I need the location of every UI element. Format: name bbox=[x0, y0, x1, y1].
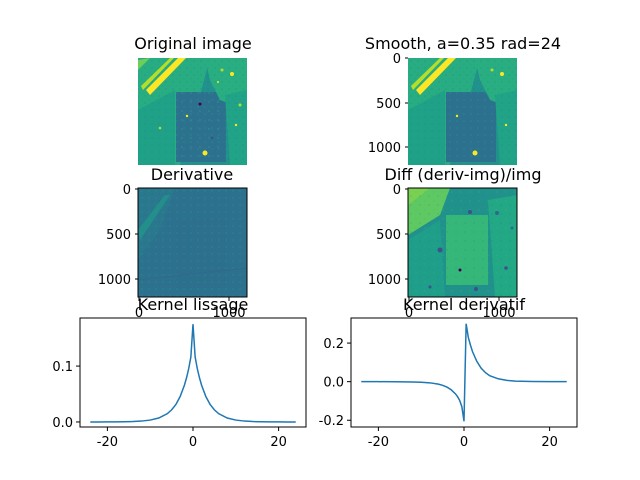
derivative-ytick-label: 500 bbox=[106, 228, 131, 243]
kernel-derivatif-xtick-label: 0 bbox=[460, 435, 468, 450]
kernel-derivatif-ytick-label: 0.2 bbox=[323, 337, 344, 352]
kernel-lissage-xtick-label: 20 bbox=[270, 435, 287, 450]
diff-ytick-label: 1000 bbox=[368, 273, 401, 288]
diff-axes: 0 500 1000 0 1000 bbox=[368, 183, 516, 321]
derivative-frame bbox=[137, 187, 248, 298]
kernel-derivatif-series-line bbox=[361, 323, 567, 422]
panel-derivative-title: Derivative bbox=[151, 165, 234, 184]
derivative-xtick-label: 0 bbox=[135, 306, 143, 321]
kernel-lissage-xtick-label: 0 bbox=[189, 435, 197, 450]
derivative-axes: 0 500 1000 0 1000 bbox=[98, 183, 246, 321]
kernel-lissage-series-line bbox=[90, 324, 296, 423]
diff-image bbox=[408, 188, 517, 297]
diff-ytick-label: 0 bbox=[393, 183, 401, 198]
diff-xtick-label: 1000 bbox=[482, 306, 515, 321]
smooth-y-axis: 0 500 1000 bbox=[368, 52, 408, 156]
kernel-lissage-ytick-label: 0.1 bbox=[52, 360, 73, 375]
smooth-ytick-label: 1000 bbox=[368, 141, 401, 156]
kernel-derivatif-plot: -20 0 20 -0.2 0.0 0.2 bbox=[319, 317, 578, 450]
derivative-xtick-label: 1000 bbox=[212, 306, 245, 321]
original-image bbox=[138, 58, 247, 165]
kernel-derivatif-ytick-label: 0.0 bbox=[323, 376, 344, 391]
derivative-ytick-label: 1000 bbox=[98, 273, 131, 288]
smooth-ytick-label: 0 bbox=[393, 52, 401, 67]
panel-kernel-lissage-title: Kernel lissage bbox=[138, 295, 249, 314]
kernel-lissage-ytick-label: 0.0 bbox=[52, 416, 73, 431]
panel-smooth-title: Smooth, a=0.35 rad=24 bbox=[365, 34, 561, 53]
derivative-image bbox=[138, 188, 247, 297]
kernel-lissage-plot: -20 0 20 0.0 0.1 bbox=[52, 317, 307, 450]
kernel-derivatif-xtick-label: -20 bbox=[368, 435, 389, 450]
smooth-ytick-label: 500 bbox=[376, 97, 401, 112]
panel-original-title: Original image bbox=[134, 34, 252, 53]
kernel-derivatif-ytick-label: -0.2 bbox=[319, 414, 344, 429]
panel-diff-title: Diff (deriv-img)/img bbox=[385, 165, 542, 184]
diff-frame bbox=[407, 187, 518, 298]
diff-ytick-label: 500 bbox=[376, 228, 401, 243]
kernel-derivatif-xtick-label: 20 bbox=[541, 435, 558, 450]
panel-kernel-derivatif-title: Kernel derivatif bbox=[403, 295, 525, 314]
smooth-image bbox=[408, 58, 517, 165]
derivative-ytick-label: 0 bbox=[123, 183, 131, 198]
kernel-lissage-xtick-label: -20 bbox=[97, 435, 118, 450]
diff-xtick-label: 0 bbox=[405, 306, 413, 321]
